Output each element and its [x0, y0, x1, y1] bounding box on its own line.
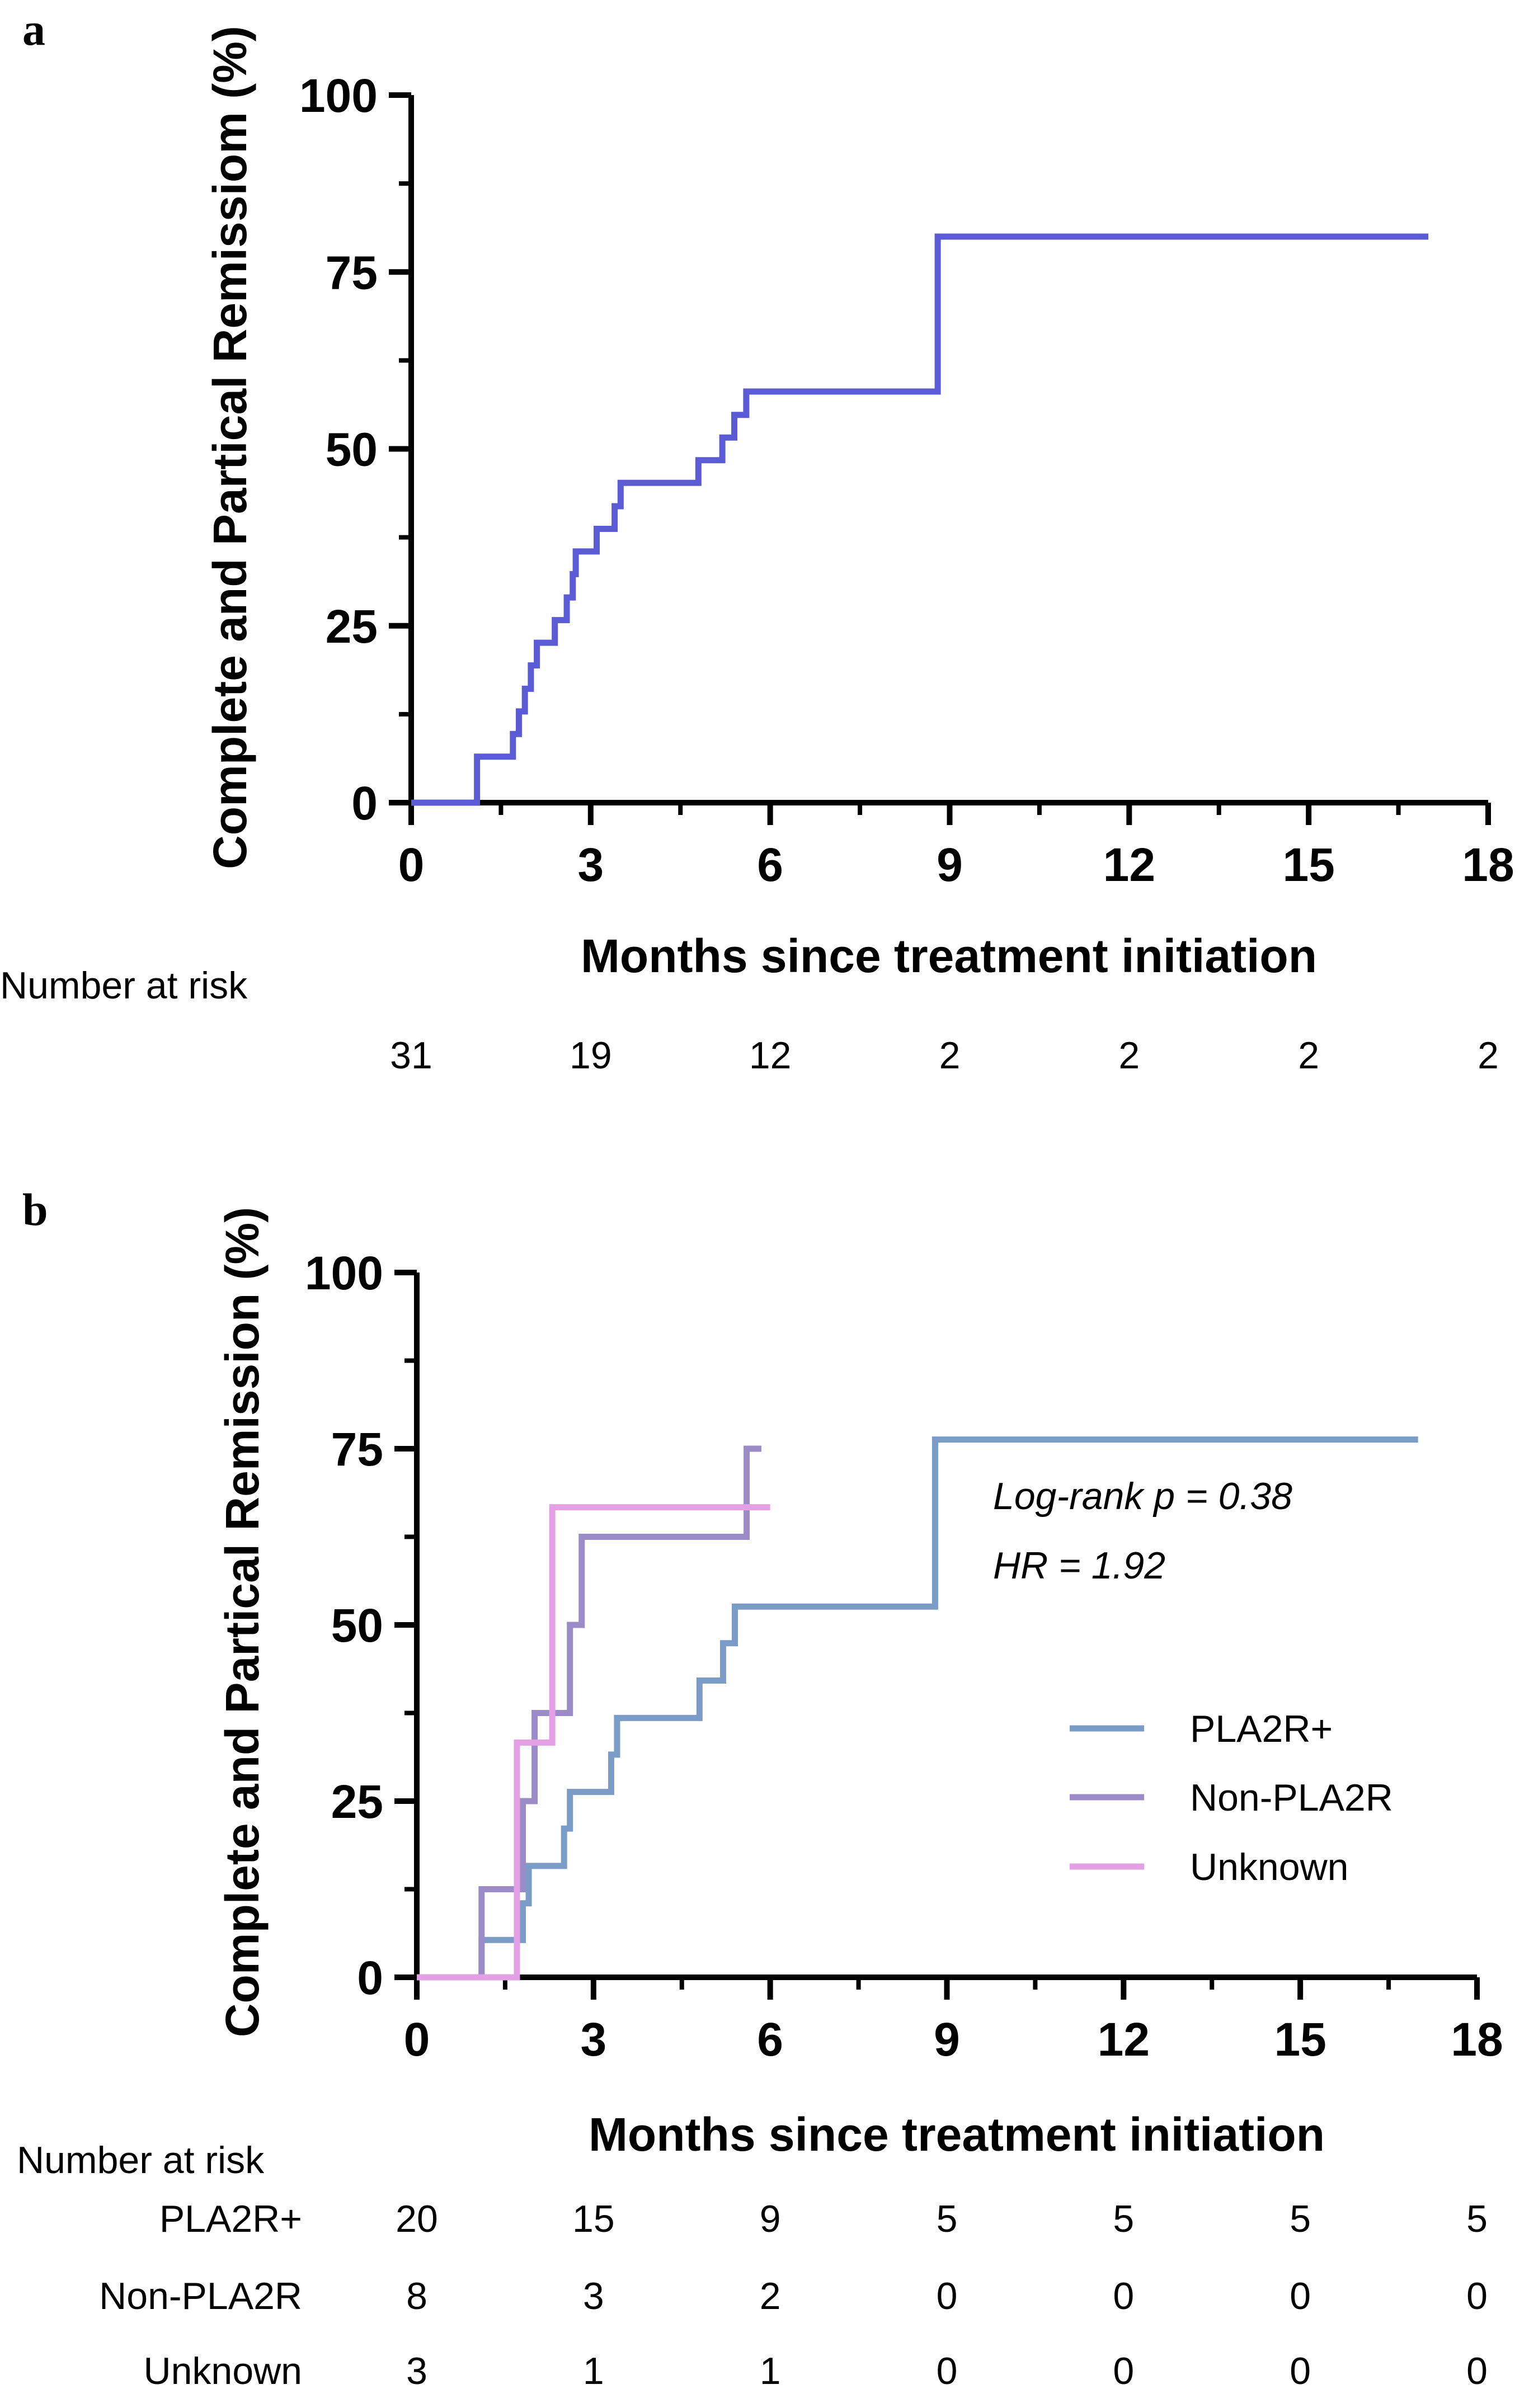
- x-tick-label: 12: [1103, 838, 1155, 891]
- risk-cell: 3: [406, 2350, 427, 2392]
- y-tick-label: 0: [357, 1952, 383, 2004]
- risk-cell: 2: [760, 2275, 781, 2317]
- risk-cell: 0: [1113, 2275, 1134, 2317]
- x-tick-label: 9: [934, 2013, 960, 2066]
- x-tick-label: 18: [1451, 2013, 1503, 2066]
- x-tick-label: 18: [1462, 838, 1514, 891]
- risk-cell: 0: [1466, 2350, 1488, 2392]
- series-line-unknown: [417, 1504, 770, 1981]
- risk-cell: 0: [937, 2275, 958, 2317]
- risk-cell: 2: [939, 1034, 961, 1077]
- x-tick-label: 0: [404, 2013, 430, 2066]
- risk-cell: 0: [1290, 2350, 1311, 2392]
- risk-cell: 5: [1290, 2198, 1311, 2240]
- risk-cell: 0: [1466, 2275, 1488, 2317]
- risk-cell: 2: [1118, 1034, 1140, 1077]
- risk-cell: 20: [396, 2198, 438, 2240]
- log-rank-annotation: Log-rank p = 0.38: [993, 1475, 1292, 1518]
- risk-row-label: PLA2R+: [159, 2198, 302, 2240]
- x-tick-label: 6: [757, 838, 783, 891]
- x-tick-label: 3: [580, 2013, 606, 2066]
- y-tick-label: 50: [326, 423, 378, 476]
- risk-row-label: Non-PLA2R: [99, 2275, 302, 2317]
- risk-cell: 1: [583, 2350, 604, 2392]
- panel-a-label: a: [22, 4, 45, 55]
- risk-cell: 15: [572, 2198, 615, 2240]
- panel-a-risk-table-title: Number at risk: [0, 964, 248, 1007]
- y-tick-label: 25: [326, 600, 378, 653]
- panel-a: a Complete and Partical Remissiom (%) 0 2…: [0, 4, 1514, 1077]
- x-tick-label: 6: [757, 2013, 783, 2066]
- panel-b-label: b: [22, 1184, 48, 1235]
- risk-cell: 12: [749, 1034, 792, 1077]
- risk-cell: 0: [1113, 2350, 1134, 2392]
- y-tick-label: 75: [331, 1423, 383, 1476]
- risk-row-label: Unknown: [144, 2350, 303, 2392]
- panel-a-x-axis-title: Months since treatment initiation: [581, 930, 1317, 982]
- series-line-non-pla2r: [417, 1445, 761, 1981]
- legend-label: Unknown: [1190, 1846, 1349, 1888]
- risk-cell: 3: [583, 2275, 604, 2317]
- legend-label: PLA2R+: [1190, 1708, 1333, 1750]
- series-line-pla2r-: [417, 1436, 1418, 1981]
- risk-cell: 1: [760, 2350, 781, 2392]
- risk-cell: 9: [760, 2198, 781, 2240]
- x-tick-label: 3: [577, 838, 604, 891]
- risk-cell: 5: [1113, 2198, 1134, 2240]
- y-tick-label: 50: [331, 1599, 383, 1652]
- risk-cell: 5: [937, 2198, 958, 2240]
- legend: PLA2R+ Non-PLA2R Unknown: [1070, 1708, 1393, 1888]
- y-tick-label: 0: [351, 777, 378, 830]
- legend-label: Non-PLA2R: [1190, 1776, 1393, 1819]
- panel-b: b Complete and Partical Remission (%) 0 2…: [17, 1184, 1503, 2392]
- y-tick-label: 75: [326, 246, 378, 299]
- x-tick-label: 9: [937, 838, 963, 891]
- risk-cell: 2: [1478, 1034, 1499, 1077]
- y-tick-label: 100: [305, 1247, 383, 1299]
- hazard-ratio-annotation: HR = 1.92: [993, 1544, 1165, 1587]
- panel-b-y-axis-title: Complete and Partical Remission (%): [216, 1207, 269, 2037]
- risk-cell: 8: [406, 2275, 427, 2317]
- risk-cell: 31: [390, 1034, 432, 1077]
- x-tick-label: 12: [1098, 2013, 1150, 2066]
- risk-cell: 2: [1298, 1034, 1319, 1077]
- risk-cell: 5: [1466, 2198, 1488, 2240]
- panel-b-risk-table-title: Number at risk: [17, 2139, 265, 2181]
- panel-b-x-axis-title: Months since treatment initiation: [589, 2108, 1325, 2161]
- y-tick-label: 25: [331, 1775, 383, 1828]
- x-tick-label: 0: [398, 838, 425, 891]
- risk-cell: 0: [1290, 2275, 1311, 2317]
- y-tick-label: 100: [299, 69, 378, 122]
- risk-cell: 0: [937, 2350, 958, 2392]
- panel-a-y-axis-title: Complete and Partical Remissiom (%): [204, 26, 256, 869]
- x-tick-label: 15: [1274, 2013, 1326, 2066]
- risk-cell: 19: [570, 1034, 612, 1077]
- x-tick-label: 15: [1282, 838, 1334, 891]
- series-line-all: [411, 233, 1429, 806]
